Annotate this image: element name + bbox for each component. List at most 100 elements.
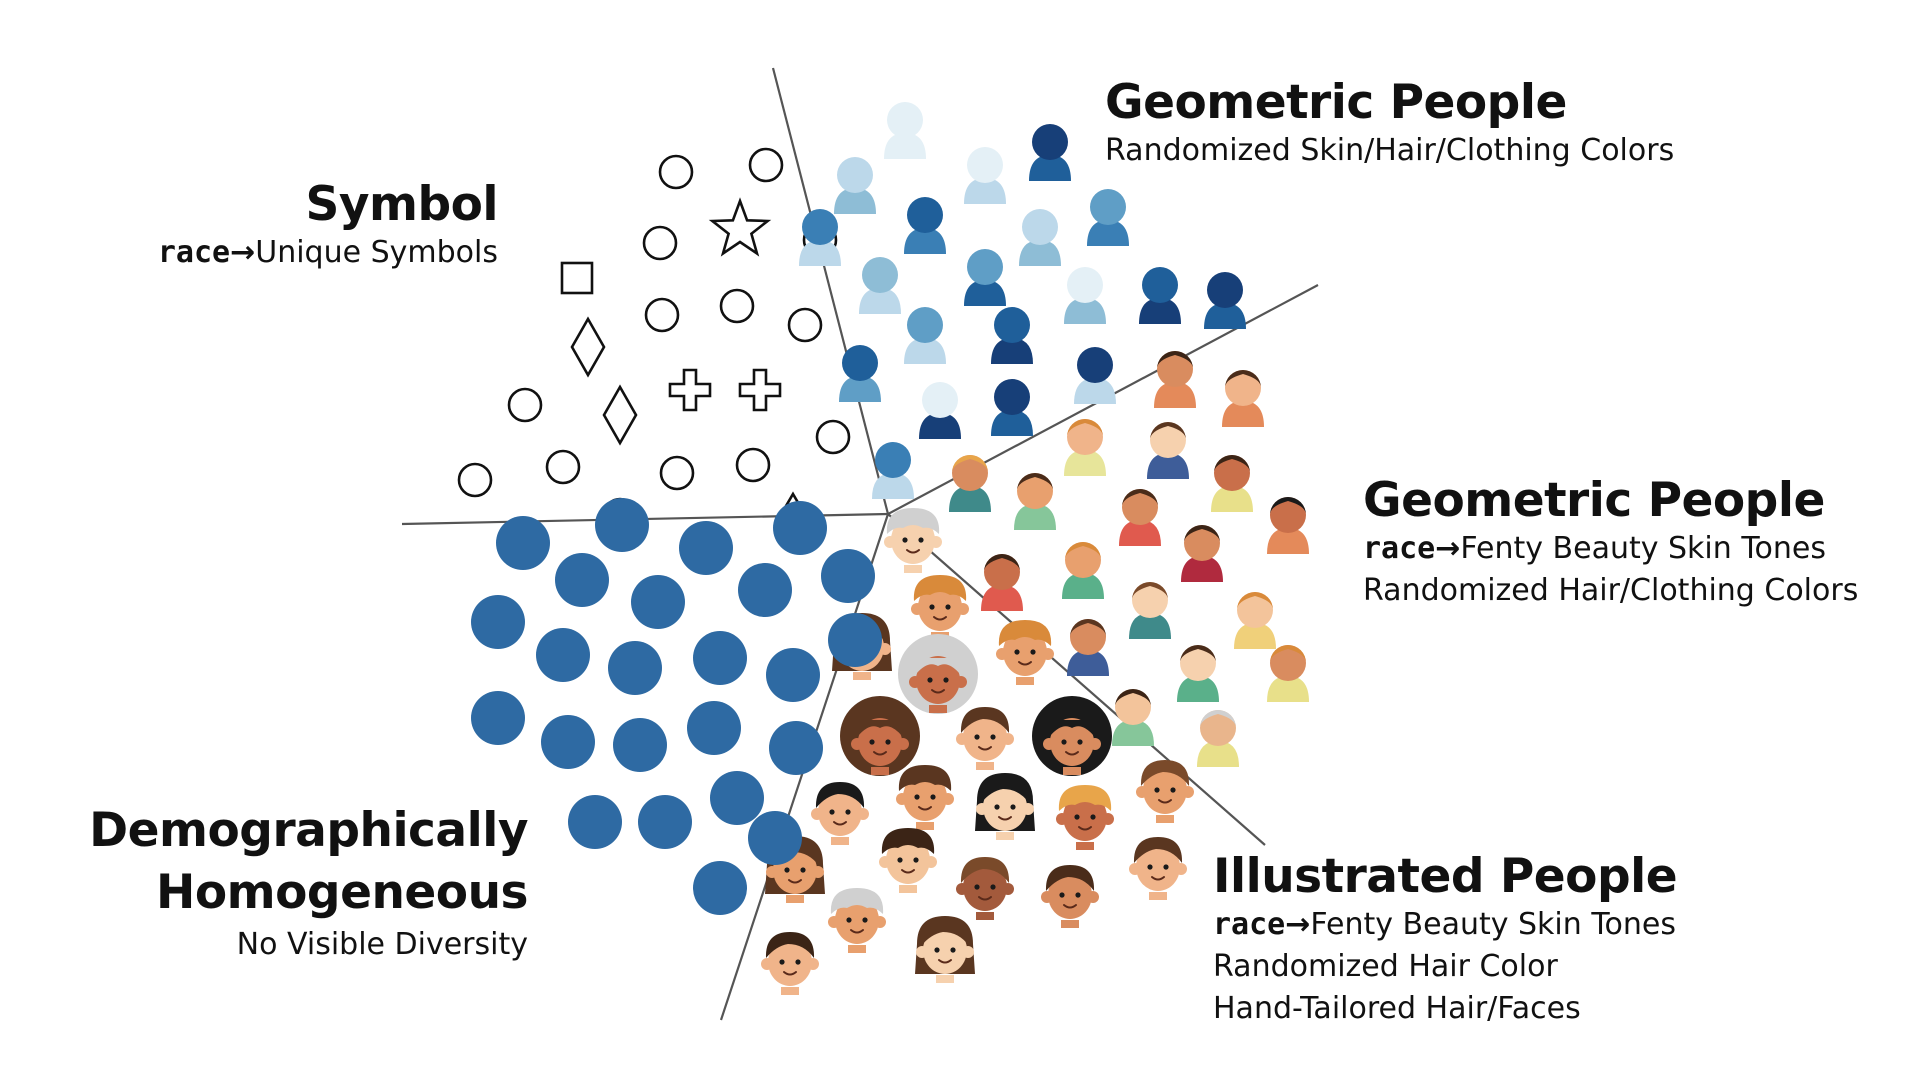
mapping-code: race <box>1213 907 1286 942</box>
eye-right <box>990 884 996 890</box>
diamond-shape <box>602 384 638 446</box>
face-shape <box>858 718 902 766</box>
neck <box>1061 920 1079 928</box>
dot-icon <box>638 795 692 849</box>
face-icon <box>884 508 942 573</box>
head-shape <box>1157 351 1193 387</box>
diamond-icon <box>570 316 606 378</box>
mapping-text: Unique Symbols <box>255 235 498 270</box>
person-icon <box>904 307 946 364</box>
person-icon <box>1267 497 1309 554</box>
hair-top <box>815 782 865 808</box>
person-icon <box>964 147 1006 204</box>
person-icon <box>1067 619 1109 676</box>
mapping-arrow: → <box>1435 531 1461 566</box>
face-icon <box>811 782 869 845</box>
head-shape <box>1115 689 1151 725</box>
face-icon <box>896 765 954 830</box>
body-shape <box>1154 382 1196 408</box>
eye-left <box>1014 649 1020 655</box>
mouth <box>1065 751 1079 756</box>
eye-left <box>902 537 908 543</box>
dot-icon <box>496 516 550 570</box>
circle-icon <box>719 288 755 324</box>
person-icon <box>919 382 961 439</box>
face-icon <box>840 696 920 776</box>
face-shape <box>923 926 967 974</box>
hair-shape <box>1122 489 1158 507</box>
face-shape <box>1063 793 1107 841</box>
hair-shape <box>1184 525 1220 543</box>
eye-right <box>918 537 924 543</box>
face-icon <box>915 916 975 983</box>
mouth <box>918 806 932 811</box>
body-shape <box>884 133 926 159</box>
circle-shape <box>787 307 823 343</box>
dot-icon <box>773 501 827 555</box>
head-shape <box>1132 582 1168 618</box>
mouth <box>1063 904 1077 909</box>
dot-icon <box>687 701 741 755</box>
body-shape <box>1064 298 1106 324</box>
hair-shape <box>1150 422 1186 440</box>
geometric-random-label: Geometric People Randomized Skin/Hair/Cl… <box>1105 76 1674 172</box>
neck <box>936 975 954 983</box>
hair-shape <box>1214 455 1250 473</box>
person-icon <box>1147 422 1189 479</box>
neck <box>899 885 917 893</box>
face-icon <box>1041 865 1099 928</box>
head-shape <box>875 442 911 478</box>
person-icon <box>1087 189 1129 246</box>
illustrated-sector <box>761 508 1194 995</box>
body-shape <box>1129 613 1171 639</box>
head-shape <box>802 209 838 245</box>
circle-icon <box>644 297 680 333</box>
eye-right <box>862 917 868 923</box>
neck <box>904 565 922 573</box>
mouth <box>906 549 920 554</box>
body-shape <box>1234 623 1276 649</box>
person-icon <box>991 307 1033 364</box>
afro-fringe <box>1050 720 1094 736</box>
head-shape <box>967 249 1003 285</box>
mapping-code: race <box>1363 531 1436 566</box>
eye-left <box>974 884 980 890</box>
head-shape <box>1225 370 1261 406</box>
body-shape <box>1222 401 1264 427</box>
head-shape <box>1200 710 1236 746</box>
geometric-fenty-mapping: race→Fenty Beauty Skin Tones <box>1363 528 1858 570</box>
eye-left <box>1147 864 1153 870</box>
circle-shape <box>644 297 680 333</box>
person-icon <box>1064 419 1106 476</box>
person-icon <box>949 455 991 512</box>
head-shape <box>1077 347 1113 383</box>
circle-shape <box>507 387 543 423</box>
head-shape <box>1070 619 1106 655</box>
head-shape <box>1017 473 1053 509</box>
head-shape <box>1067 267 1103 303</box>
geometric-random-sector <box>799 102 1246 499</box>
mouth <box>1078 826 1092 831</box>
face-icon <box>1136 760 1194 823</box>
face-shape <box>983 783 1027 831</box>
hair-curly <box>898 765 952 791</box>
face-icon <box>898 634 978 714</box>
hair-shape <box>1115 689 1151 707</box>
eye-left <box>929 604 935 610</box>
face-shape <box>1050 718 1094 766</box>
circle-icon <box>658 154 694 190</box>
mouth <box>901 869 915 874</box>
dot-icon <box>710 771 764 825</box>
face-shape <box>768 938 812 986</box>
circle-icon <box>735 447 771 483</box>
body-shape <box>964 178 1006 204</box>
mouth <box>873 751 887 756</box>
mouth <box>1018 661 1032 666</box>
body-shape <box>1064 450 1106 476</box>
hair-top <box>1140 760 1190 786</box>
eye-left <box>784 867 790 873</box>
body-shape <box>1211 486 1253 512</box>
face-icon <box>956 857 1014 920</box>
body-shape <box>1112 720 1154 746</box>
